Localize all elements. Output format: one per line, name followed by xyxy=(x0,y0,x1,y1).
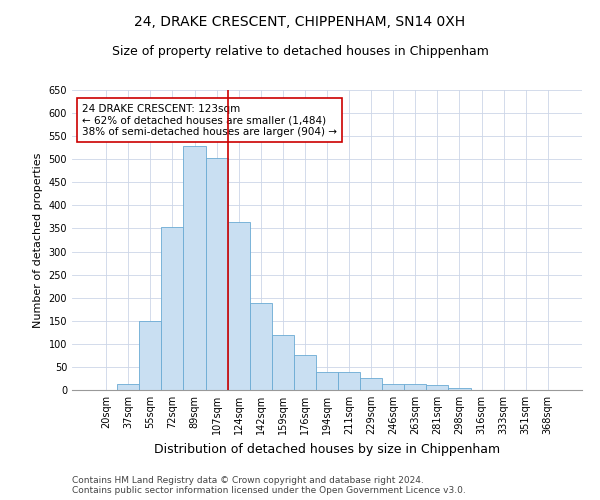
Bar xyxy=(316,372,338,390)
Bar xyxy=(448,388,470,390)
Text: Contains HM Land Registry data © Crown copyright and database right 2024.
Contai: Contains HM Land Registry data © Crown c… xyxy=(72,476,466,495)
Bar xyxy=(250,303,272,390)
Bar xyxy=(338,372,360,390)
Bar xyxy=(404,384,427,390)
Bar xyxy=(139,321,161,390)
Bar xyxy=(294,356,316,390)
Text: Size of property relative to detached houses in Chippenham: Size of property relative to detached ho… xyxy=(112,45,488,58)
Bar xyxy=(206,158,227,390)
Text: 24, DRAKE CRESCENT, CHIPPENHAM, SN14 0XH: 24, DRAKE CRESCENT, CHIPPENHAM, SN14 0XH xyxy=(134,15,466,29)
Y-axis label: Number of detached properties: Number of detached properties xyxy=(33,152,43,328)
Text: 24 DRAKE CRESCENT: 123sqm
← 62% of detached houses are smaller (1,484)
38% of se: 24 DRAKE CRESCENT: 123sqm ← 62% of detac… xyxy=(82,104,337,136)
Bar xyxy=(272,334,294,390)
Bar xyxy=(117,384,139,390)
Bar xyxy=(184,146,206,390)
Bar xyxy=(427,386,448,390)
Bar xyxy=(161,227,184,390)
Bar xyxy=(360,378,382,390)
Bar xyxy=(227,222,250,390)
Bar xyxy=(382,384,404,390)
X-axis label: Distribution of detached houses by size in Chippenham: Distribution of detached houses by size … xyxy=(154,442,500,456)
